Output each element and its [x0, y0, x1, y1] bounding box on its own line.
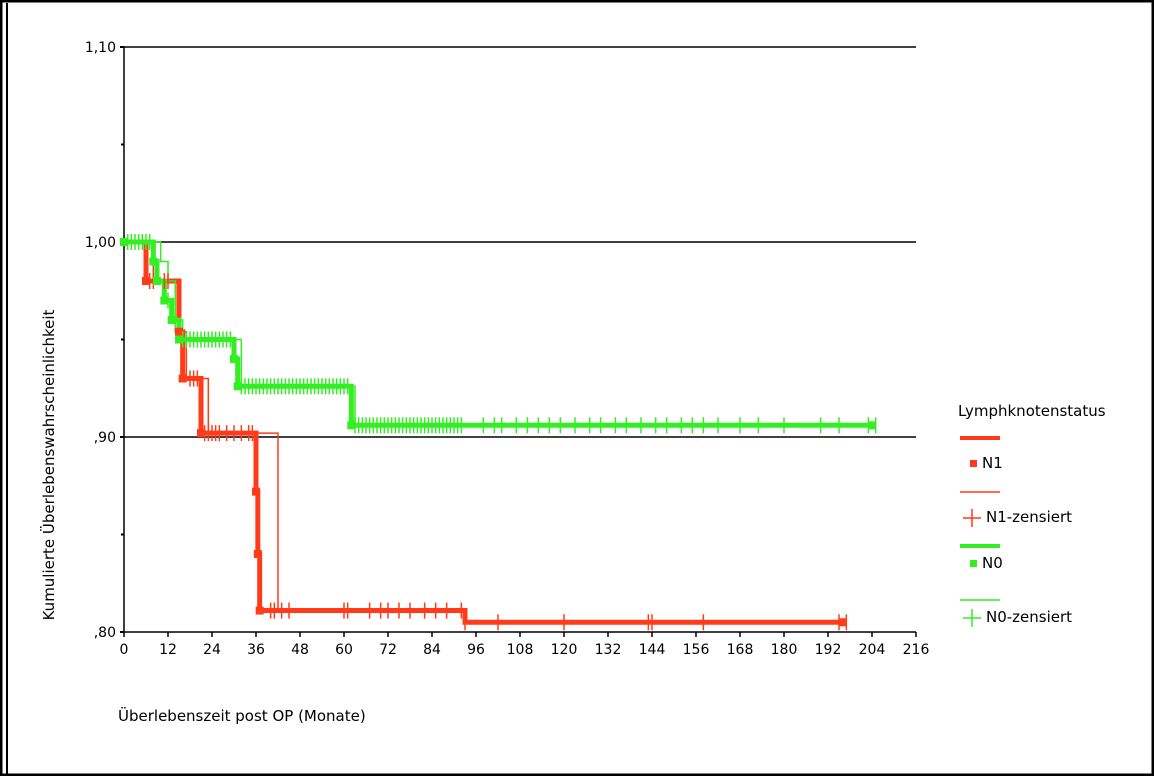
y-tick-label: 1,00: [85, 235, 116, 251]
legend-label-n1: N1: [982, 454, 1003, 472]
legend-dot-n0: [970, 560, 977, 567]
event-point-n1: [255, 606, 264, 615]
event-point-n0: [120, 238, 128, 246]
series-line-n0: [124, 239, 872, 428]
event-point-n0: [175, 335, 183, 344]
event-point-n0: [230, 355, 238, 363]
x-tick-label: 144: [639, 642, 666, 658]
x-axis-label: Überlebenszeit post OP (Monate): [118, 706, 366, 725]
event-point-n1: [175, 327, 183, 336]
y-tick-label: ,80: [94, 625, 116, 641]
event-point-n1: [838, 618, 847, 627]
axes: 1,10 1,00 ,90 ,800 12 24 36 48 60 72 84 96 108 120 132…: [85, 40, 930, 658]
x-tick-label: 84: [423, 642, 441, 658]
event-point-n1: [253, 550, 262, 558]
legend-label-n0: N0: [982, 554, 1003, 572]
legend-label-n0-zensiert: N0-zensiert: [986, 608, 1072, 626]
x-tick-label: 0: [120, 642, 129, 658]
series-line-n0-zensiert: [124, 241, 872, 427]
event-point-n1: [252, 487, 260, 496]
event-point-n1: [197, 429, 205, 438]
x-tick-label: 168: [727, 642, 754, 658]
x-tick-label: 72: [379, 642, 397, 658]
event-point-n0: [868, 421, 876, 430]
event-point-n1: [178, 374, 187, 383]
x-tick-label: 192: [815, 642, 842, 658]
x-tick-label: 96: [467, 642, 485, 658]
event-point-n0: [347, 421, 356, 430]
x-tick-label: 36: [247, 642, 265, 658]
event-point-n0: [160, 296, 169, 305]
x-tick-label: 156: [683, 642, 710, 658]
x-tick-label: 132: [595, 642, 622, 658]
y-tick-label: ,90: [94, 430, 116, 446]
x-tick-label: 108: [507, 642, 534, 658]
legend-title: Lymphknotenstatus: [958, 402, 1106, 420]
series-lines: [124, 239, 872, 625]
event-point-n1: [142, 277, 150, 285]
x-tick-label: 48: [291, 642, 309, 658]
y-tick-label: 1,10: [85, 40, 116, 56]
x-tick-label: 180: [771, 642, 798, 658]
gridlines: [124, 46, 916, 438]
x-tick-label: 24: [203, 642, 221, 658]
event-point-n0: [233, 382, 242, 391]
x-tick-label: 204: [859, 642, 886, 658]
event-point-n0: [149, 257, 158, 266]
x-tick-label: 12: [159, 642, 177, 658]
x-tick-label: 216: [903, 642, 930, 658]
event-point-n0: [153, 277, 161, 285]
x-tick-label: 120: [551, 642, 578, 658]
legend-dot-n1: [970, 460, 977, 467]
x-tick-label: 60: [335, 642, 353, 658]
event-point-n0: [167, 316, 176, 324]
series-markers: [120, 234, 877, 631]
legend-label-n1-zensiert: N1-zensiert: [986, 508, 1072, 526]
legend: Lymphknotenstatus N1 N1-zensiert N0 N0-zens…: [958, 402, 1106, 627]
y-axis-label: Kumulierte Überlebenswahrscheinlichkeit: [39, 309, 58, 620]
